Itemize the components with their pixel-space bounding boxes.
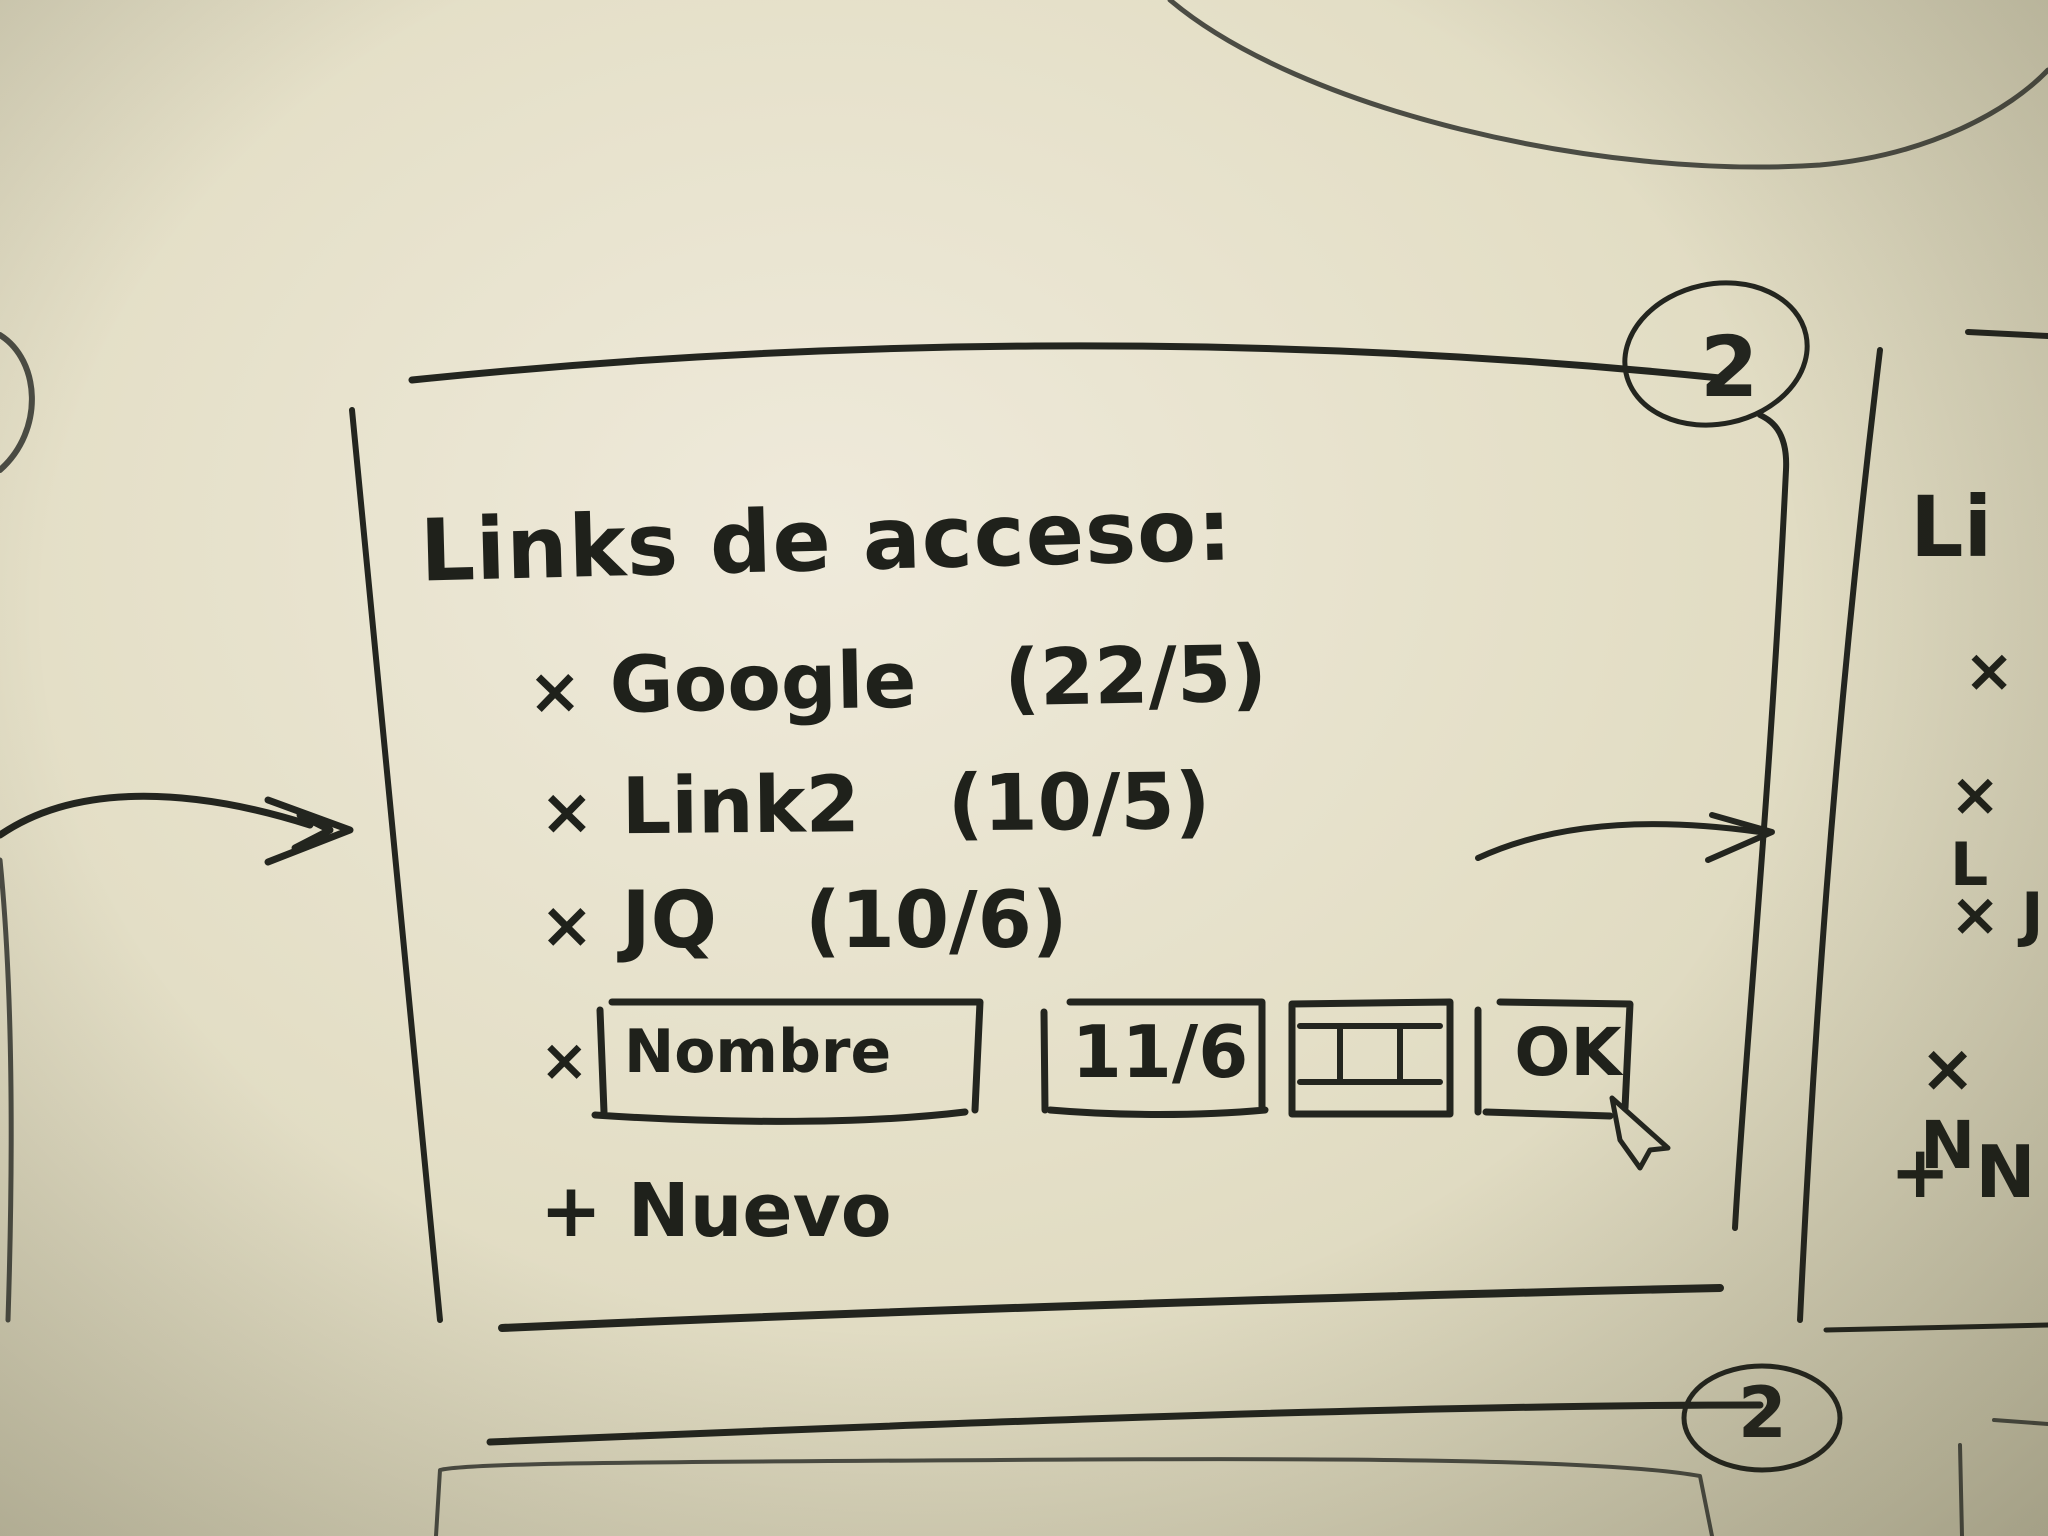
left-edge-stroke (0, 857, 14, 1323)
link-date: (22/5) (1003, 629, 1268, 725)
next-frame-top (486, 1401, 1764, 1446)
right-frame-left (1797, 347, 1883, 1323)
next-panel-bullet: × (1964, 636, 2015, 706)
next-frame-inner (434, 1457, 1714, 1536)
link-name-input[interactable]: Nombre (610, 1004, 1510, 1100)
frame-left (349, 407, 443, 1323)
next-panel-bullet: + N (1890, 1130, 2036, 1214)
link-date-value: 11/6 (1071, 1010, 1249, 1094)
calendar-icon[interactable] (1292, 1004, 1442, 1100)
frame-top (408, 342, 1724, 384)
ok-button-label: OK (1514, 1013, 1622, 1091)
incoming-arrow-head (264, 796, 354, 866)
ok-button-box (1474, 998, 1634, 1120)
calendar-box (1288, 998, 1454, 1118)
date-field-box (1040, 998, 1269, 1118)
link-item[interactable]: × Google (22/5) (527, 630, 1267, 733)
next-panel-bullet: × J (1950, 880, 2044, 950)
link-item[interactable]: × JQ (10/6) (540, 876, 1068, 966)
calendar-grid (1297, 1023, 1443, 1085)
frame-bottom (498, 1284, 1724, 1332)
cursor-outline (1609, 1095, 1671, 1171)
link-name[interactable]: Link2 (621, 760, 861, 853)
badge-circle-bottom (1681, 1363, 1843, 1473)
badge-circle-top (1622, 280, 1810, 428)
link-name-placeholder: Nombre (624, 1017, 892, 1087)
delete-icon[interactable]: × (540, 1026, 589, 1094)
incoming-arrow-line (0, 792, 314, 839)
right-frame-top (1965, 329, 2048, 339)
name-field-box (591, 998, 984, 1125)
step-badge-top: 2 (1700, 318, 1759, 416)
frame-right (1732, 412, 1790, 1231)
right-lower-frame (1958, 1418, 2048, 1536)
link-item[interactable]: × Link2 (10/5) (540, 757, 1211, 853)
next-panel-bullet: × N (1920, 1030, 1976, 1184)
link-date-input[interactable]: 11/6 (1050, 1004, 1270, 1100)
link-name[interactable]: Google (608, 635, 918, 732)
ok-button[interactable]: OK (1488, 1004, 1648, 1100)
outgoing-arrow-head (1705, 812, 1775, 863)
right-frame-bottom (1823, 1322, 2048, 1333)
new-link-form: × Nombre 11/6 OK (540, 990, 1700, 1120)
link-date: (10/5) (947, 757, 1211, 850)
left-curve-stroke (0, 332, 35, 473)
delete-icon[interactable]: × (540, 889, 594, 963)
step-badge-bottom: 2 (1738, 1372, 1787, 1454)
next-panel-title-fragment: Li (1910, 478, 1993, 576)
next-panel-bullet: × L (1950, 760, 2001, 900)
add-new-link-button[interactable]: + Nuevo (540, 1168, 892, 1254)
outgoing-arrow-line (1475, 821, 1763, 861)
delete-icon[interactable]: × (539, 775, 595, 850)
delete-icon[interactable]: × (527, 654, 583, 730)
panel-title: Links de acceso: (418, 480, 1234, 602)
top-arc-stroke (1167, 0, 2048, 170)
link-name[interactable]: JQ (621, 876, 717, 966)
link-date: (10/6) (804, 876, 1068, 966)
